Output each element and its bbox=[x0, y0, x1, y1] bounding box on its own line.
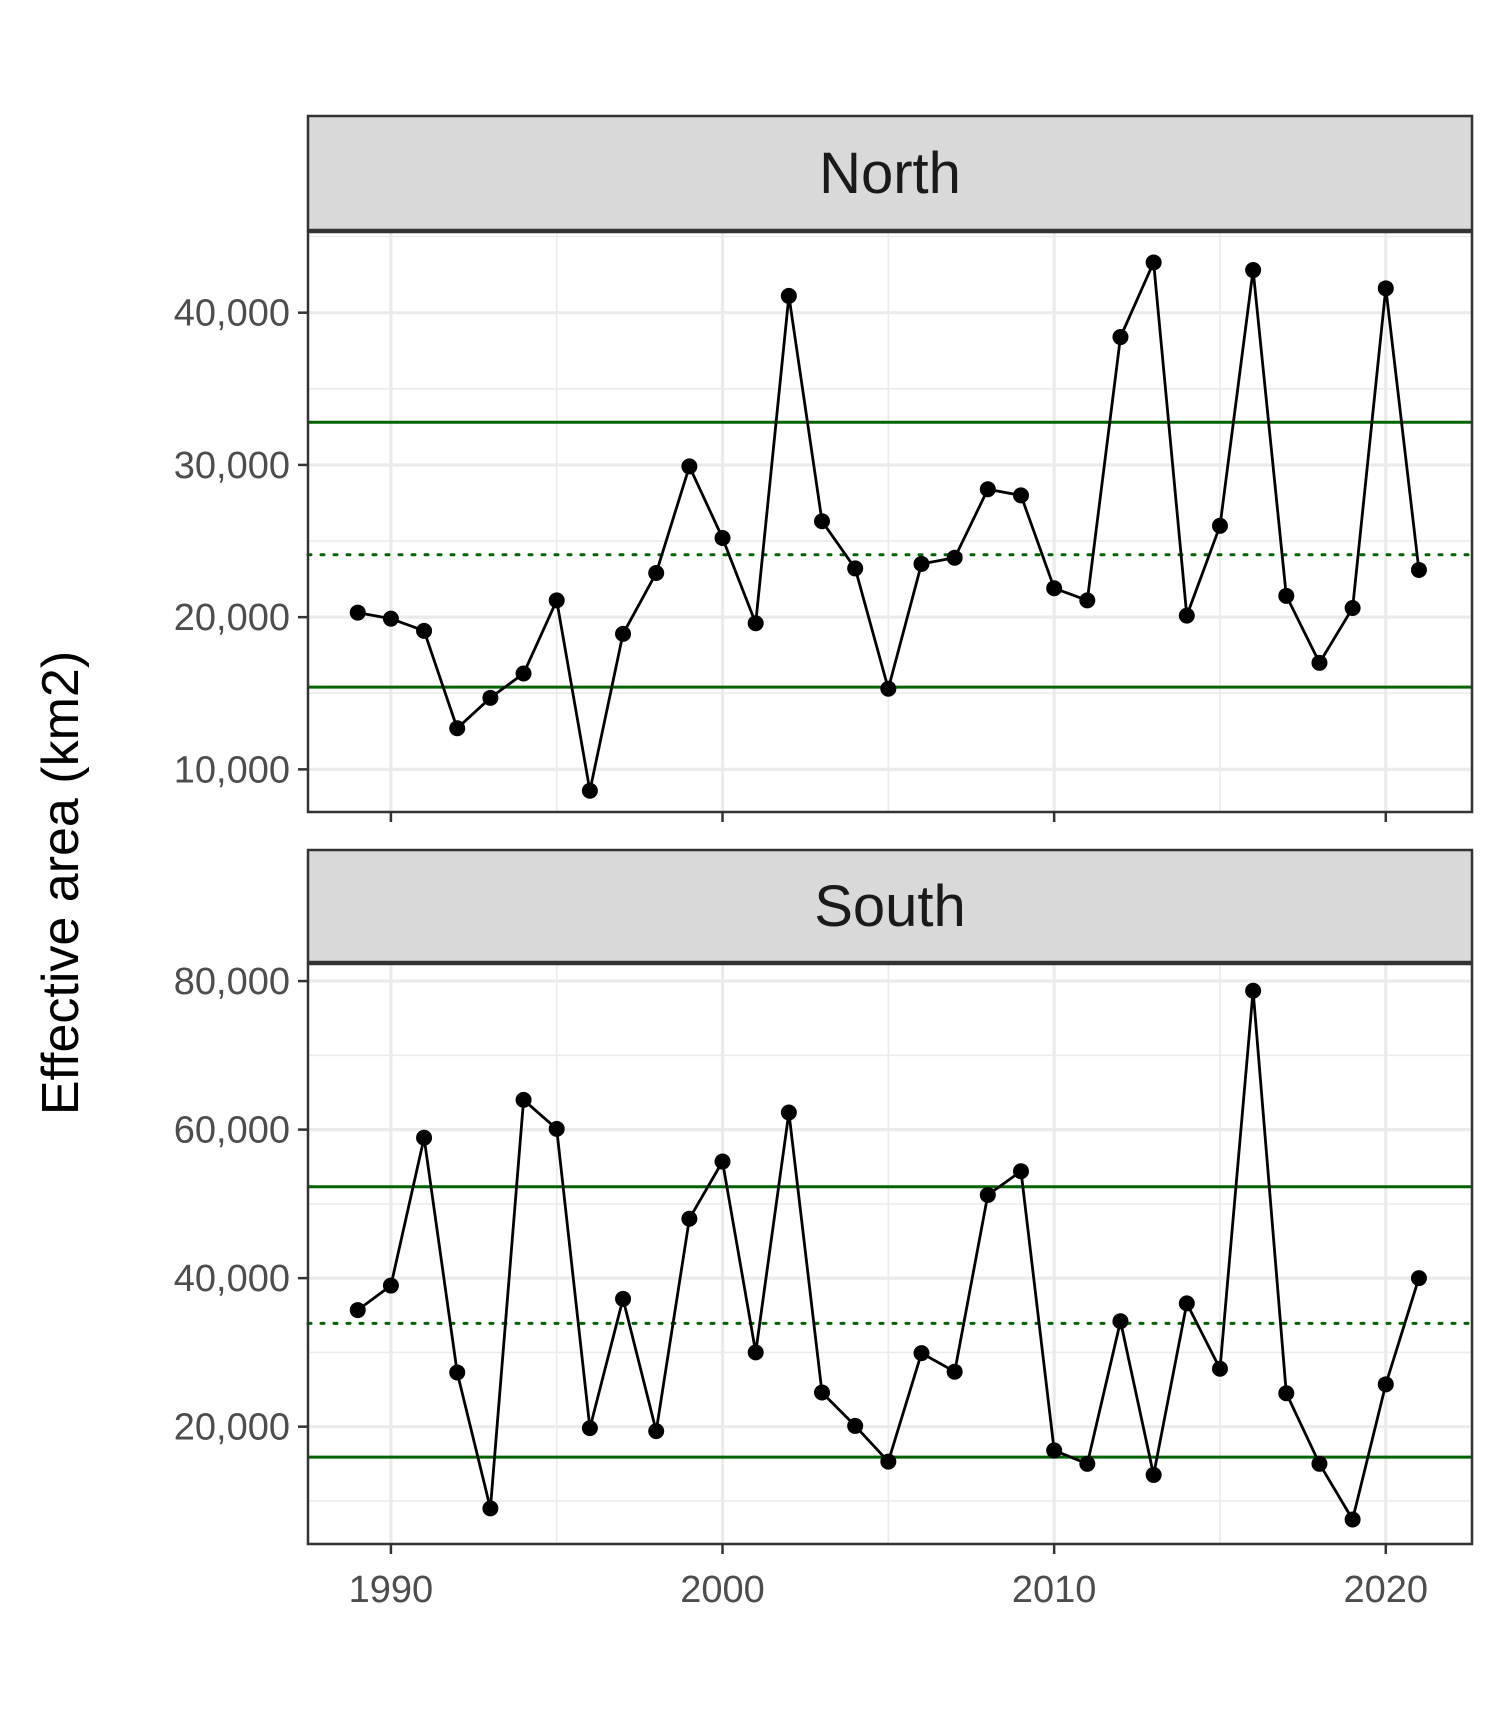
north-data-point bbox=[1245, 262, 1262, 279]
north-data-point bbox=[1012, 487, 1029, 504]
south-data-point bbox=[1046, 1442, 1063, 1459]
south-data-point bbox=[847, 1417, 864, 1434]
north-data-point bbox=[913, 555, 930, 572]
south-panel-background bbox=[308, 964, 1472, 1544]
south-data-point bbox=[1344, 1511, 1361, 1528]
x-tick-label: 2000 bbox=[680, 1569, 765, 1611]
north-strip bbox=[306, 114, 1474, 232]
south-data-point bbox=[349, 1302, 366, 1319]
north-y-tick-label: 30,000 bbox=[174, 445, 290, 487]
south-data-point bbox=[747, 1344, 764, 1361]
north-data-point bbox=[979, 481, 996, 498]
north-data-point bbox=[615, 625, 632, 642]
south-data-point bbox=[449, 1364, 466, 1381]
south-data-point bbox=[1311, 1455, 1328, 1472]
north-data-point bbox=[814, 513, 831, 530]
south-data-point bbox=[615, 1290, 632, 1307]
south-data-point bbox=[1278, 1385, 1295, 1402]
north-strip-label: North bbox=[819, 141, 961, 206]
south-data-point bbox=[979, 1186, 996, 1203]
south-data-point bbox=[946, 1363, 963, 1380]
south-panel-border bbox=[306, 962, 1474, 1546]
south-data-point bbox=[382, 1277, 399, 1294]
north-data-point bbox=[1410, 561, 1427, 578]
south-data-point bbox=[548, 1120, 565, 1137]
north-y-tick-label: 20,000 bbox=[174, 597, 290, 639]
south-data-point bbox=[416, 1129, 433, 1146]
south-strip-label: South bbox=[814, 874, 966, 939]
x-tick-label: 1990 bbox=[349, 1569, 434, 1611]
north-data-point bbox=[747, 615, 764, 632]
north-panel-background bbox=[308, 232, 1472, 812]
north-data-point bbox=[714, 529, 731, 546]
south-data-point bbox=[1377, 1376, 1394, 1393]
north-data-point bbox=[780, 287, 797, 304]
south-data-point bbox=[1245, 982, 1262, 999]
north-data-point bbox=[482, 689, 499, 706]
south-data-point bbox=[648, 1423, 665, 1440]
south-y-tick-label: 40,000 bbox=[174, 1258, 290, 1300]
south-data-point bbox=[1178, 1295, 1195, 1312]
north-data-point bbox=[349, 604, 366, 621]
north-data-point bbox=[880, 680, 897, 697]
south-data-point bbox=[482, 1500, 499, 1517]
south-data-point bbox=[913, 1345, 930, 1362]
south-data-point bbox=[814, 1384, 831, 1401]
north-data-point bbox=[515, 665, 532, 682]
south-data-point bbox=[780, 1104, 797, 1121]
south-data-point bbox=[681, 1210, 698, 1227]
north-data-point bbox=[1377, 280, 1394, 297]
x-tick-label: 2020 bbox=[1344, 1569, 1429, 1611]
south-y-tick-label: 60,000 bbox=[174, 1110, 290, 1152]
north-y-tick-label: 10,000 bbox=[174, 749, 290, 791]
north-data-point bbox=[1112, 329, 1129, 346]
north-data-point bbox=[548, 592, 565, 609]
south-data-point bbox=[515, 1091, 532, 1108]
south-data-point bbox=[581, 1420, 598, 1437]
north-data-point bbox=[1344, 600, 1361, 617]
north-data-point bbox=[581, 782, 598, 799]
north-data-point bbox=[648, 564, 665, 581]
north-data-point bbox=[1211, 517, 1228, 534]
north-data-point bbox=[847, 560, 864, 577]
x-tick-label: 2010 bbox=[1012, 1569, 1097, 1611]
south-data-point bbox=[714, 1153, 731, 1170]
north-data-point bbox=[416, 622, 433, 639]
north-data-point bbox=[1145, 254, 1162, 271]
south-data-point bbox=[1410, 1270, 1427, 1287]
y-axis-title: Effective area (km2) bbox=[32, 651, 90, 1115]
north-data-point bbox=[1311, 654, 1328, 671]
south-data-point bbox=[1211, 1360, 1228, 1377]
north-data-point bbox=[946, 549, 963, 566]
south-y-tick-label: 20,000 bbox=[174, 1407, 290, 1449]
north-data-point bbox=[681, 458, 698, 475]
north-data-point bbox=[1079, 592, 1096, 609]
south-strip bbox=[306, 848, 1474, 964]
north-data-point bbox=[449, 720, 466, 737]
south-y-tick-label: 80,000 bbox=[174, 961, 290, 1003]
north-panel-border bbox=[306, 230, 1474, 814]
north-data-point bbox=[1178, 607, 1195, 624]
north-data-point bbox=[1046, 580, 1063, 597]
south-data-point bbox=[1012, 1163, 1029, 1180]
north-data-point bbox=[382, 610, 399, 627]
south-data-point bbox=[1145, 1466, 1162, 1483]
south-data-point bbox=[1112, 1313, 1129, 1330]
north-data-point bbox=[1278, 587, 1295, 604]
south-data-point bbox=[880, 1453, 897, 1470]
south-data-point bbox=[1079, 1455, 1096, 1472]
north-y-tick-label: 40,000 bbox=[174, 293, 290, 335]
